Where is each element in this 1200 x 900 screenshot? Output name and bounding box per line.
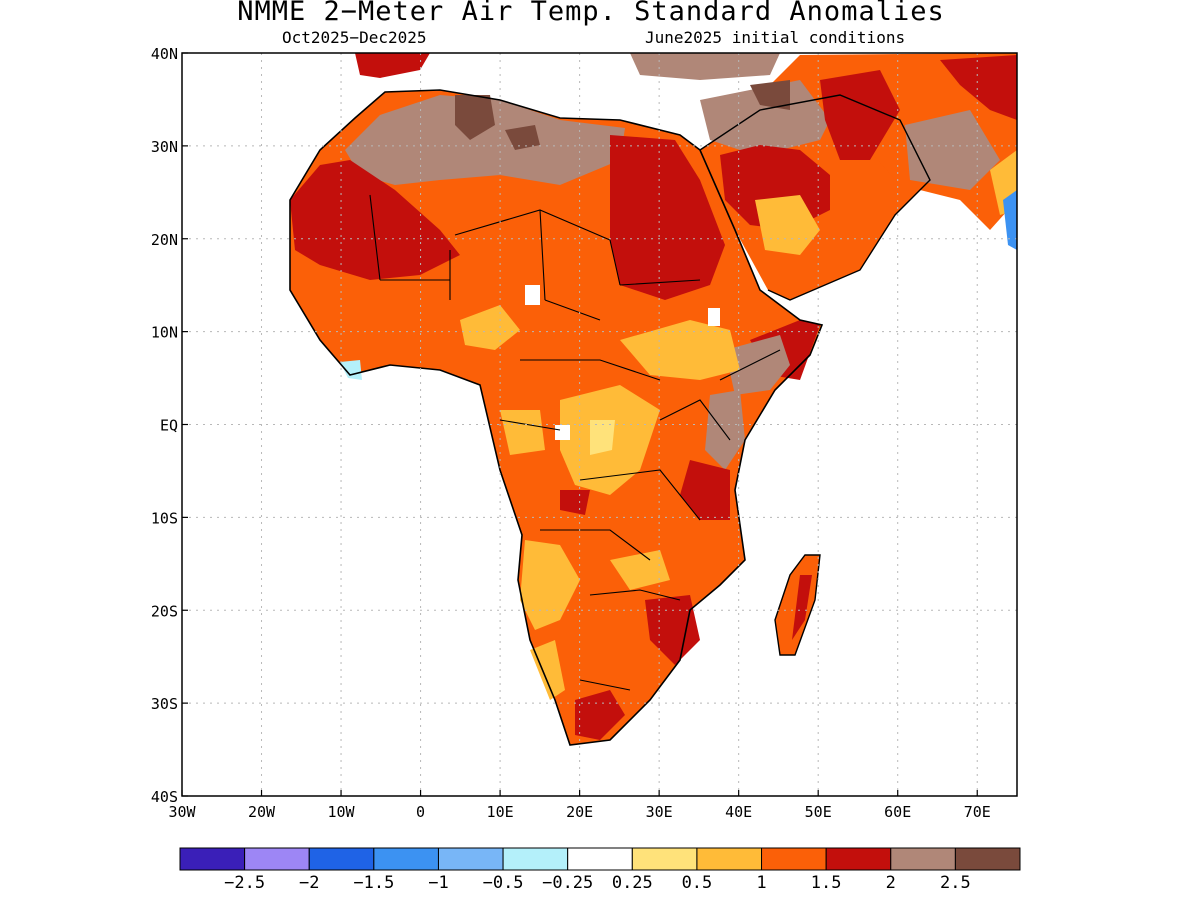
colorbar-label: 2.5	[940, 873, 971, 893]
europe-land-east	[630, 53, 780, 80]
colorbar: −2.5 −2 −1.5 −1 −0.5 −0.25 0.25 0.5 1 1.5 2 2.5	[179, 847, 1021, 893]
lon-ticks: 30W 20W 10W 0 10E 20E 30E 40E 50E 60E 70E	[168, 790, 991, 821]
colorbar-swatch	[373, 847, 439, 871]
colorbar-swatch	[825, 847, 892, 871]
lat-ticks: 40N 30N 20N 10N EQ 10S 20S 30S 40S	[151, 45, 188, 806]
lon-tick-label: 30W	[168, 803, 196, 821]
lat-tick-label: 40S	[151, 788, 178, 806]
lon-tick-label: 40E	[725, 803, 752, 821]
colorbar-label: −2.5	[224, 873, 265, 893]
lon-tick-label: 10W	[328, 803, 356, 821]
colorbar-swatch	[696, 847, 763, 871]
lat-tick-label: 40N	[151, 45, 178, 63]
europe-land	[355, 53, 430, 78]
colorbar-swatch	[631, 847, 698, 871]
lon-tick-label: 60E	[884, 803, 911, 821]
gridlines	[182, 53, 1017, 796]
colorbar-label: 0.5	[682, 873, 713, 893]
anomaly-field	[289, 53, 1017, 746]
colorbar-label: 2	[886, 873, 896, 893]
lon-tick-label: 0	[416, 803, 425, 821]
lon-tick-label: 70E	[964, 803, 991, 821]
colorbar-label: −1.5	[353, 873, 394, 893]
colorbar-swatch	[502, 847, 569, 871]
lon-tick-label: 10E	[487, 803, 514, 821]
lat-tick-label: 10S	[151, 509, 178, 527]
colorbar-swatch	[890, 847, 956, 871]
lat-tick-label: 30N	[151, 138, 178, 156]
colorbar-swatch	[567, 847, 633, 871]
lat-tick-label: 20N	[151, 231, 178, 249]
lon-tick-label: 20W	[248, 803, 276, 821]
lat-tick-label: 30S	[151, 695, 178, 713]
forecast-period: Oct2025−Dec2025	[282, 28, 427, 47]
colorbar-label: 1	[756, 873, 766, 893]
colorbar-label: −1	[428, 873, 448, 893]
colorbar-label: −2	[299, 873, 319, 893]
colorbar-swatch	[244, 847, 310, 871]
colorbar-swatch	[761, 847, 827, 871]
lat-tick-label: 20S	[151, 602, 178, 620]
colorbar-swatch	[179, 847, 246, 871]
lon-tick-label: 20E	[566, 803, 593, 821]
initial-conditions: June2025 initial conditions	[645, 28, 906, 47]
map-title: NMME 2−Meter Air Temp. Standard Anomalie…	[237, 0, 945, 27]
colorbar-swatch	[308, 847, 375, 871]
colorbar-label: 1.5	[811, 873, 842, 893]
colorbar-label: −0.5	[483, 873, 524, 893]
colorbar-label: 0.25	[612, 873, 653, 893]
colorbar-swatch	[954, 847, 1021, 871]
lat-tick-label: EQ	[160, 417, 178, 435]
colorbar-label: −0.25	[542, 873, 593, 893]
lon-tick-label: 30E	[646, 803, 673, 821]
lat-tick-label: 10N	[151, 324, 178, 342]
lon-tick-label: 50E	[805, 803, 832, 821]
colorbar-swatch	[437, 847, 504, 871]
